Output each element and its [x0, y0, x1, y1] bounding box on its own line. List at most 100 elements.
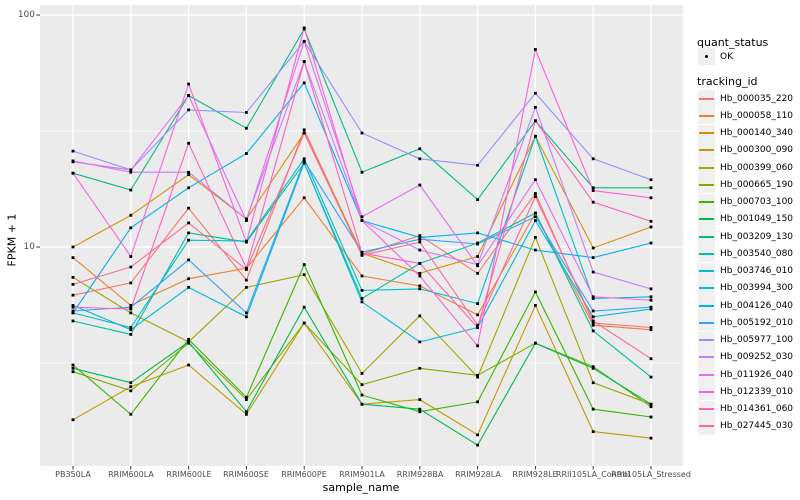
- line-swatch-icon: [699, 149, 714, 152]
- line-swatch-icon: [699, 356, 714, 359]
- legend-item: Hb_000140_340: [698, 124, 794, 142]
- line-swatch-icon: [699, 166, 714, 169]
- legend-key-line: [698, 176, 715, 194]
- line-swatch-icon: [699, 114, 714, 117]
- legend-item-label: Hb_000300_090: [720, 145, 794, 156]
- legend-title-quant-status: quant_status: [697, 36, 769, 49]
- legend-key-line: [698, 366, 715, 384]
- legend-item: Hb_005977_100: [698, 331, 794, 349]
- legend-item-ok: OK: [698, 48, 733, 65]
- legend: quant_status OK tracking_id Hb_000035_22…: [691, 0, 800, 500]
- legend-key-line: [698, 348, 715, 366]
- legend-key-line: [698, 245, 715, 263]
- y-tick-label: 10: [23, 242, 35, 252]
- legend-item: Hb_027445_030: [698, 417, 794, 435]
- legend-item-label: Hb_000035_220: [720, 93, 794, 104]
- legend-key-line: [698, 400, 715, 418]
- legend-item: Hb_000300_090: [698, 141, 794, 159]
- x-tick-label: RRIM600LE: [166, 470, 212, 479]
- x-tick-label: RRIM928LA: [455, 470, 501, 479]
- legend-key-point: [698, 48, 715, 65]
- legend-item-label: Hb_000399_060: [720, 162, 794, 173]
- legend-item: Hb_011926_040: [698, 366, 794, 384]
- x-tick-label: RRII105LA_Control: [555, 470, 631, 479]
- legend-item: Hb_000058_110: [698, 107, 794, 125]
- legend-item: Hb_003994_300: [698, 279, 794, 297]
- line-swatch-icon: [699, 270, 714, 273]
- x-tick-label: RRIM928LE: [512, 470, 558, 479]
- legend-key-line: [698, 262, 715, 280]
- legend-key-line: [698, 124, 715, 142]
- legend-item-label: Hb_000140_340: [720, 128, 794, 139]
- legend-key-line: [698, 279, 715, 297]
- legend-item: Hb_000399_060: [698, 159, 794, 177]
- x-tick-label: RRIM901LA: [339, 470, 385, 479]
- line-swatch-icon: [699, 252, 714, 255]
- legend-item: Hb_003209_130: [698, 228, 794, 246]
- line-swatch-icon: [699, 408, 714, 411]
- legend-item-label: Hb_000058_110: [720, 110, 794, 121]
- legend-item-label: Hb_003994_300: [720, 283, 794, 294]
- legend-item-label: Hb_000703_100: [720, 197, 794, 208]
- legend-item-label: Hb_003209_130: [720, 231, 794, 242]
- legend-item: Hb_000703_100: [698, 193, 794, 211]
- x-tick-label: RRIM928BA: [396, 470, 444, 479]
- legend-key-line: [698, 314, 715, 332]
- line-swatch-icon: [699, 287, 714, 290]
- legend-key-line: [698, 193, 715, 211]
- legend-item-label: Hb_005192_010: [720, 317, 794, 328]
- line-swatch-icon: [699, 201, 714, 204]
- x-tick-label: RRII105LA_Stressed: [611, 470, 691, 479]
- legend-item-label: Hb_027445_030: [720, 421, 794, 432]
- legend-item-label: Hb_005977_100: [720, 335, 794, 346]
- legend-key-line: [698, 228, 715, 246]
- legend-item: Hb_000035_220: [698, 90, 794, 108]
- x-axis-title: sample_name: [322, 481, 400, 494]
- legend-item: Hb_004126_040: [698, 297, 793, 315]
- line-swatch-icon: [699, 183, 714, 186]
- line-swatch-icon: [699, 321, 714, 324]
- legend-item: Hb_003746_010: [698, 262, 794, 280]
- legend-item: Hb_000665_190: [698, 176, 794, 194]
- line-swatch-icon: [699, 132, 714, 135]
- legend-key-line: [698, 107, 715, 125]
- line-swatch-icon: [699, 390, 714, 393]
- legend-key-line: [698, 90, 715, 108]
- legend-key-line: [698, 159, 715, 177]
- legend-key-line: [698, 417, 715, 435]
- legend-item: Hb_001049_150: [698, 210, 794, 228]
- legend-item: Hb_009252_030: [698, 348, 794, 366]
- legend-item-label: Hb_009252_030: [720, 352, 794, 363]
- legend-key-line: [698, 141, 715, 159]
- legend-key-line: [698, 331, 715, 349]
- line-swatch-icon: [699, 339, 714, 342]
- line-swatch-icon: [699, 235, 714, 238]
- legend-item-label: Hb_003540_080: [720, 248, 794, 259]
- legend-item-label: Hb_003746_010: [720, 266, 794, 277]
- legend-item: Hb_014361_060: [698, 400, 794, 418]
- legend-item-label: Hb_012339_010: [720, 386, 794, 397]
- line-swatch-icon: [699, 97, 714, 100]
- x-tick-label: RRIM600LA: [108, 470, 154, 479]
- line-swatch-icon: [699, 373, 714, 376]
- legend-item-label: Hb_000665_190: [720, 179, 794, 190]
- legend-item: Hb_012339_010: [698, 383, 794, 401]
- legend-key-line: [698, 383, 715, 401]
- line-swatch-icon: [699, 304, 714, 307]
- legend-item-label: Hb_014361_060: [720, 404, 794, 415]
- x-tick-label: RRIM600SE: [223, 470, 269, 479]
- x-tick-label: PB350LA: [55, 470, 91, 479]
- legend-item-label: Hb_001049_150: [720, 214, 794, 225]
- line-swatch-icon: [699, 425, 714, 428]
- legend-items: Hb_000035_220 Hb_000058_110 Hb_000140_34…: [698, 90, 793, 435]
- legend-item: Hb_003540_080: [698, 245, 794, 263]
- point-icon: [705, 55, 708, 58]
- legend-item-label: Hb_011926_040: [720, 369, 794, 380]
- legend-key-line: [698, 210, 715, 228]
- legend-key-line: [698, 297, 715, 315]
- legend-item: Hb_005192_010: [698, 314, 794, 332]
- y-axis-title: FPKM + 1: [5, 213, 19, 267]
- line-swatch-icon: [699, 218, 714, 221]
